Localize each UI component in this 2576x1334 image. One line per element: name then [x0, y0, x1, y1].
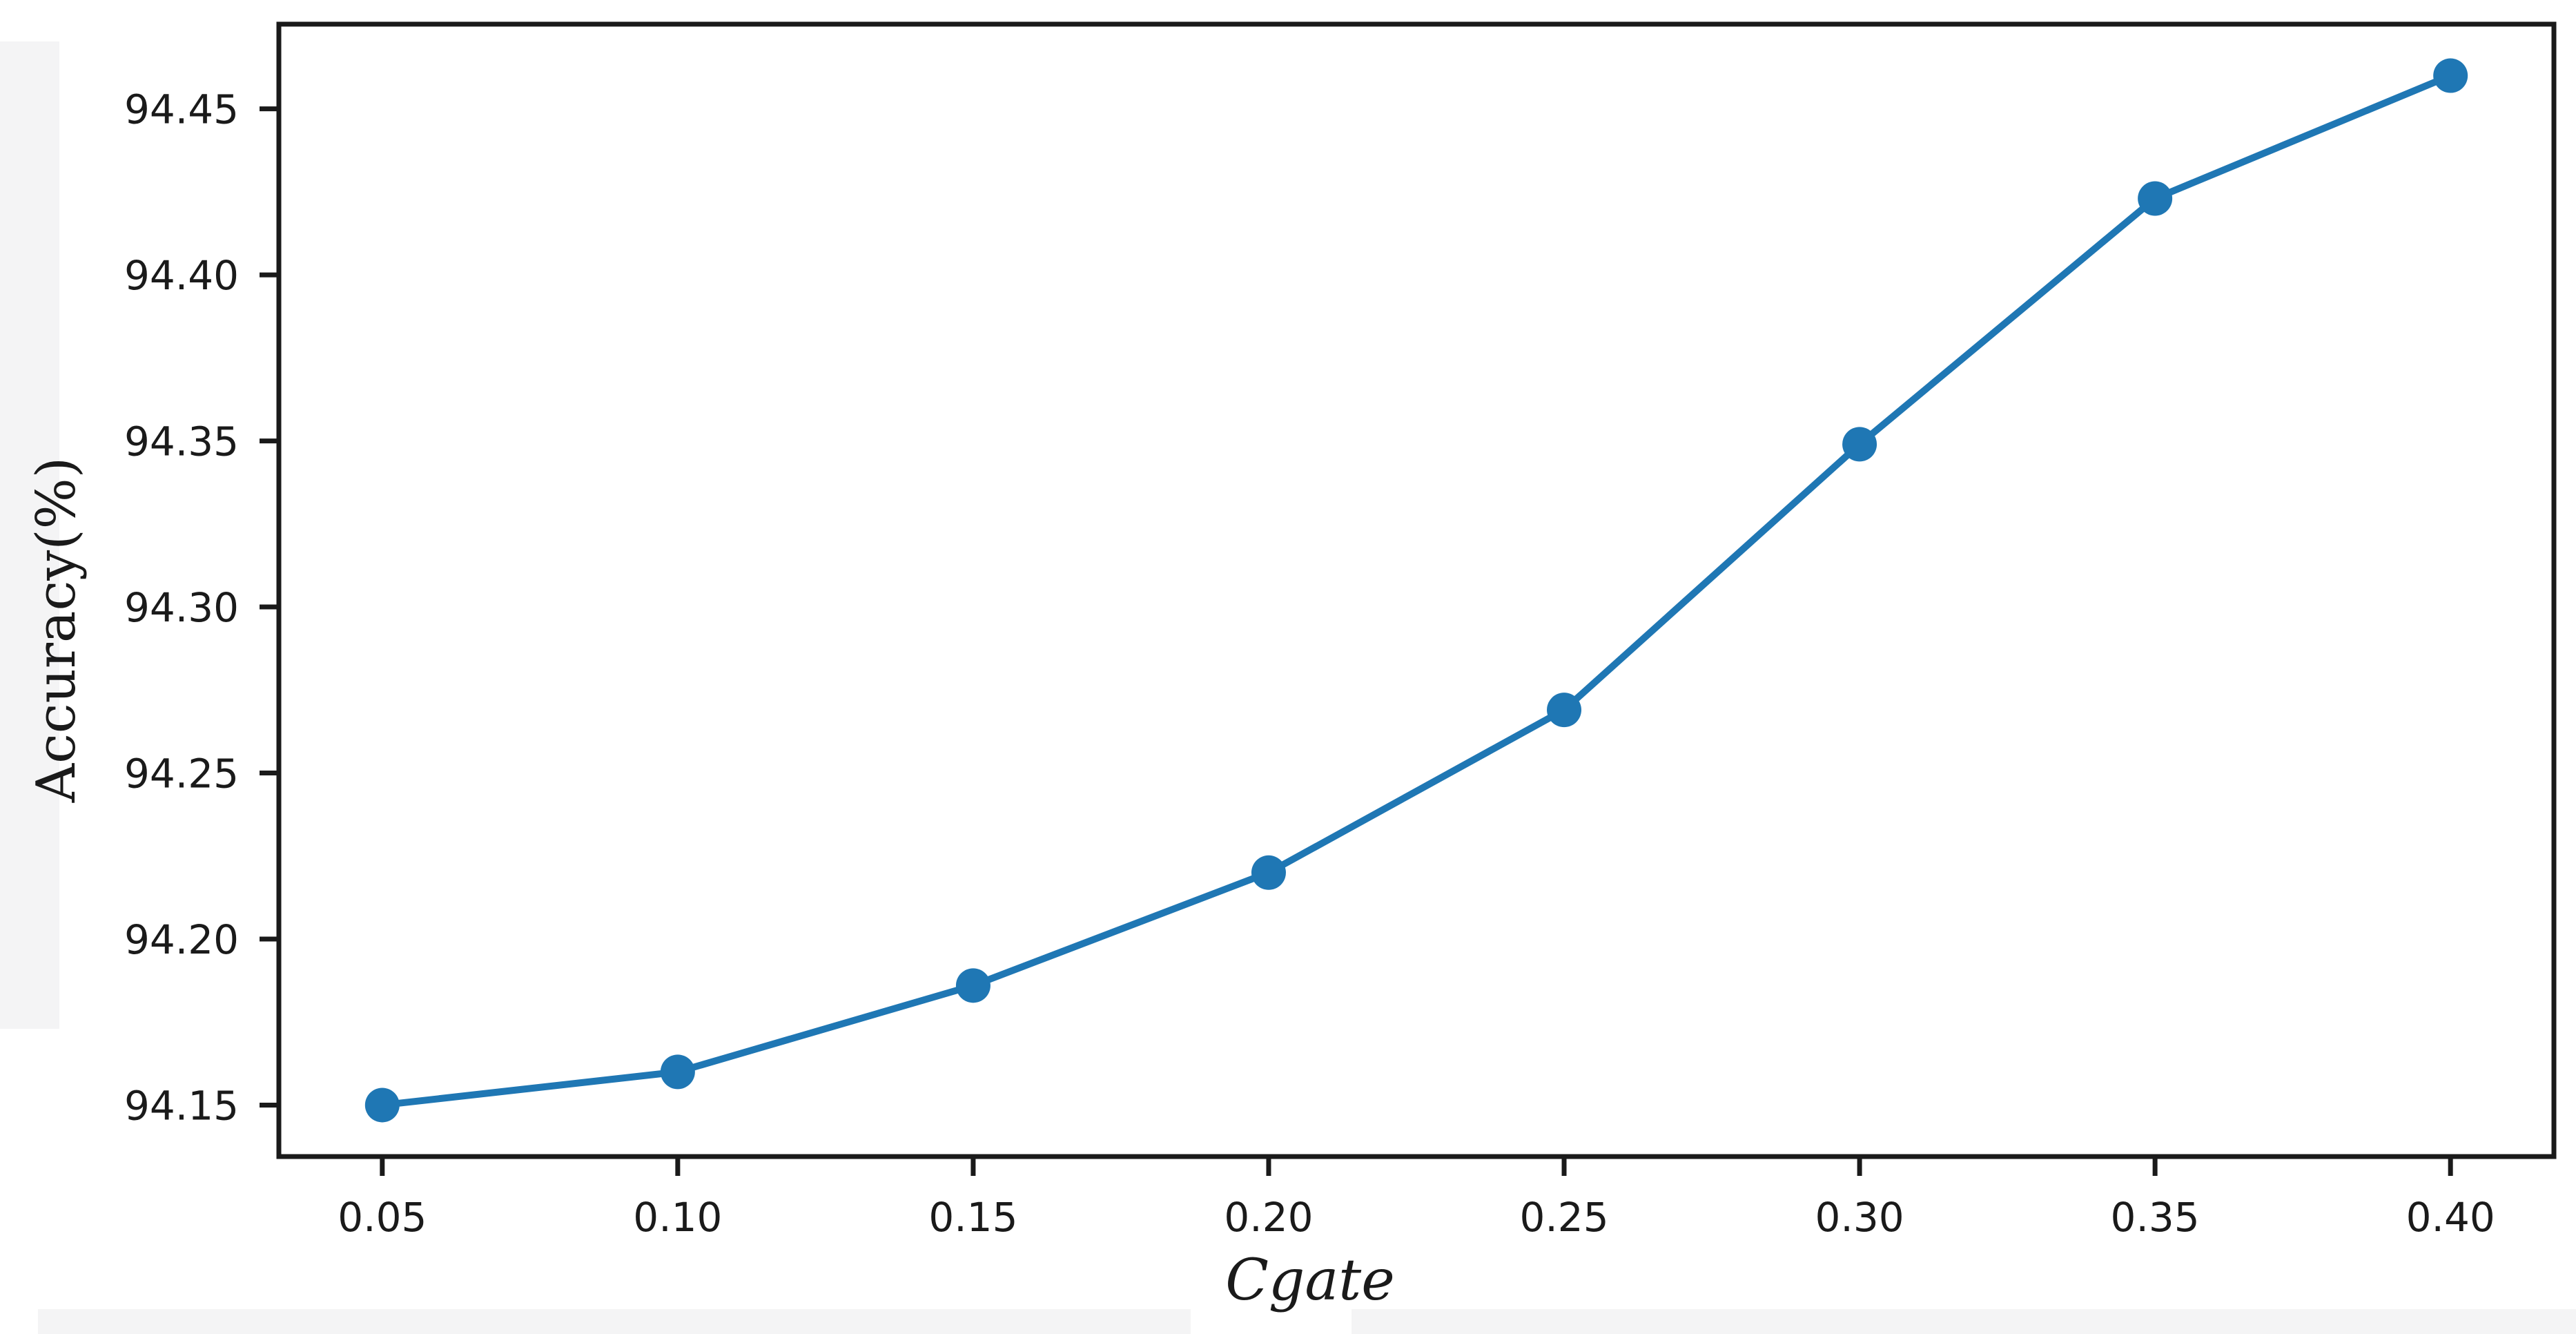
data-series [364, 58, 2468, 1123]
data-point [660, 1054, 695, 1090]
data-line [378, 72, 2455, 1109]
x-tick-label: 0.15 [928, 1194, 1017, 1241]
data-point [1251, 855, 1286, 890]
page-edge-bottom-left [38, 1309, 1191, 1334]
x-tick-label: 0.25 [1519, 1194, 1608, 1241]
x-tick-label: 0.20 [1224, 1194, 1313, 1241]
y-tick-label: 94.25 [124, 751, 239, 798]
y-axis-label: Accuracy(%) [26, 457, 88, 803]
x-tick-label: 0.35 [2111, 1194, 2200, 1241]
page-edge-left [0, 41, 59, 1029]
data-point [364, 1088, 400, 1123]
y-tick-label: 94.15 [124, 1082, 239, 1129]
data-point [1842, 427, 1877, 462]
page-edge-bottom-right [1352, 1309, 2576, 1334]
x-axis-ticks [380, 1157, 2453, 1176]
x-axis-tick-labels: 0.05 0.10 0.15 0.20 0.25 0.30 0.35 0.40 [338, 1194, 2495, 1241]
x-tick-label: 0.30 [1815, 1194, 1904, 1241]
y-tick-label: 94.40 [124, 252, 239, 299]
y-tick-label: 94.45 [124, 86, 239, 133]
y-tick-label: 94.20 [124, 916, 239, 963]
page-edge-artifacts [0, 41, 2576, 1334]
x-axis-label: Cgate [1225, 1248, 1395, 1313]
x-tick-label: 0.10 [633, 1194, 722, 1241]
x-tick-label: 0.40 [2406, 1194, 2495, 1241]
x-tick-label: 0.05 [338, 1194, 427, 1241]
data-point [2138, 181, 2173, 216]
data-point [1547, 693, 1582, 728]
y-axis-tick-labels: 94.15 94.20 94.25 94.30 94.35 94.40 94.45 [124, 86, 239, 1130]
y-tick-label: 94.30 [124, 584, 239, 631]
plot-area [276, 21, 2557, 1159]
y-tick-label: 94.35 [124, 418, 239, 465]
data-point [2433, 58, 2468, 93]
data-point [955, 968, 991, 1003]
y-axis-ticks [260, 106, 279, 1108]
